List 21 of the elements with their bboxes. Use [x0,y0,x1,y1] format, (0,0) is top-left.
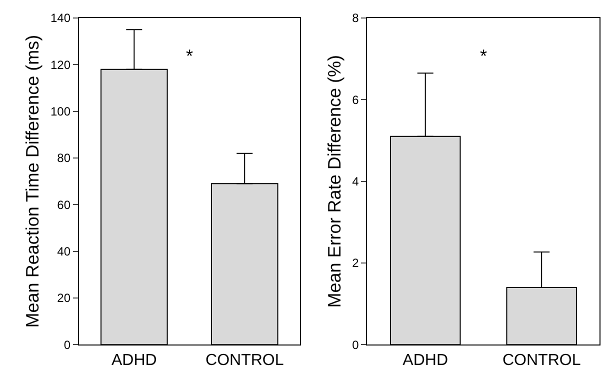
y-tick-label: 80 [57,151,71,166]
x-tick-label: ADHD [402,352,448,369]
y-tick-label: 60 [57,198,71,212]
annotation: * [186,46,194,66]
y-tick-label: 8 [352,11,360,26]
y-tick-label: 100 [50,104,71,119]
y-tick-label: 0 [64,338,71,352]
y-tick-label: 4 [352,174,360,189]
y-tick-label: 0 [352,338,360,352]
x-tick-label: CONTROL [206,352,284,369]
y-tick-label: 20 [57,291,71,306]
y-tick-label: 2 [352,256,360,270]
y-tick-label: 40 [57,244,71,259]
y-tick-label: 120 [50,58,71,72]
y-axis-title: Mean Reaction Time Difference (ms) [22,34,43,328]
y-tick-label: 6 [352,92,360,107]
x-tick-label: ADHD [111,352,157,369]
y-tick-label: 140 [50,11,71,26]
x-tick-label: CONTROL [502,352,581,369]
y-axis-title: Mean Error Rate Difference (%) [324,54,344,308]
annotation: * [480,46,488,66]
